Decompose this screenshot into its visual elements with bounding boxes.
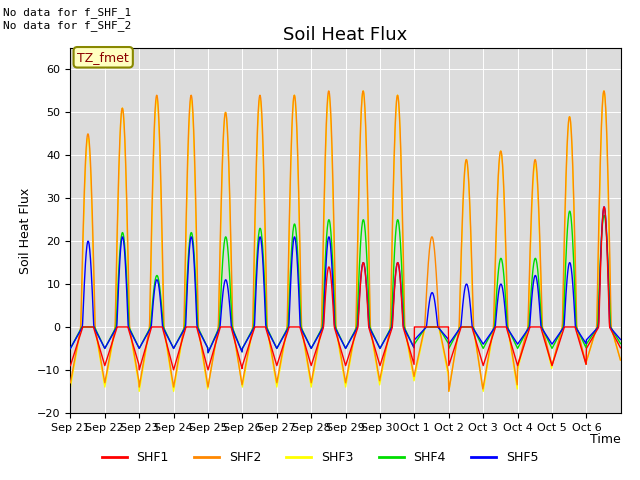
Title: Soil Heat Flux: Soil Heat Flux bbox=[284, 25, 408, 44]
Text: No data for f_SHF_1
No data for f_SHF_2: No data for f_SHF_1 No data for f_SHF_2 bbox=[3, 7, 131, 31]
Legend: SHF1, SHF2, SHF3, SHF4, SHF5: SHF1, SHF2, SHF3, SHF4, SHF5 bbox=[97, 446, 543, 469]
Y-axis label: Soil Heat Flux: Soil Heat Flux bbox=[19, 187, 31, 274]
Text: Time: Time bbox=[590, 433, 621, 446]
Text: TZ_fmet: TZ_fmet bbox=[77, 51, 129, 64]
